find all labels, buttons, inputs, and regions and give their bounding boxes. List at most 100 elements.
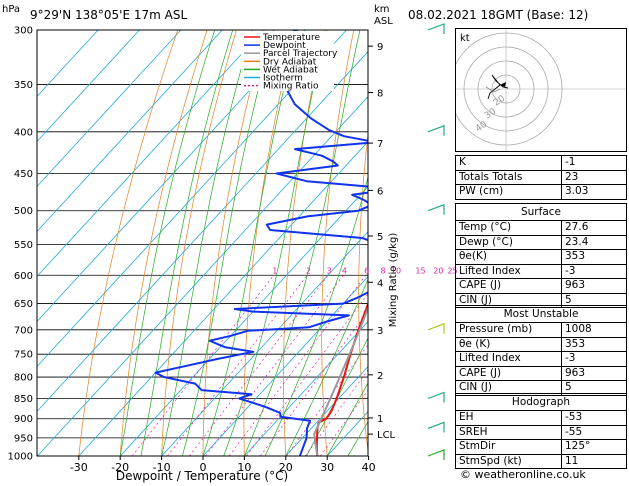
- mixing-ratio-line: [320, 389, 368, 456]
- isotherm-line: [78, 141, 368, 456]
- surface-li-value: -3: [561, 263, 627, 279]
- totals-totals-label: Totals Totals: [455, 169, 562, 185]
- sreh-label: SREH: [455, 424, 562, 440]
- altitude-tick-label: 2: [377, 371, 383, 382]
- mu-li-label: Lifted Index: [455, 351, 562, 367]
- wind-barb-icon: [427, 203, 445, 215]
- altitude-tick-label: 5: [377, 232, 383, 243]
- isotherm-line: [37, 30, 306, 323]
- isotherm-line: [285, 366, 368, 456]
- wet-adiabat-line: [326, 382, 368, 456]
- wind-barb-icon: [427, 23, 445, 34]
- isotherm-line: [37, 30, 264, 278]
- hodograph-panel: kt 40 30 20: [449, 28, 627, 152]
- isotherm-line: [202, 276, 368, 456]
- hodograph-title: Hodograph: [455, 393, 627, 411]
- mixing-ratio-label: 1: [272, 266, 277, 275]
- dry-adiabat-line: [202, 30, 267, 456]
- hodo-ring-label: 30: [483, 107, 498, 122]
- pressure-tick-label: 900: [14, 414, 33, 425]
- mu-theta-label: θe (K): [455, 336, 562, 352]
- legend-entry: Parcel Trajectory: [263, 49, 338, 59]
- mixing-ratio-line: [246, 293, 368, 456]
- isotherm-line: [37, 30, 347, 368]
- stmdir-value: 125°: [561, 439, 627, 455]
- storm-motion-arrow-icon: [500, 82, 506, 87]
- mixing-ratio-label: 6: [364, 266, 369, 275]
- temperature-tick-label: 40: [362, 461, 376, 474]
- totals-totals-value: 23: [561, 169, 627, 185]
- isotherm-line: [37, 51, 368, 413]
- altitude-tick-label: LCL: [377, 430, 396, 441]
- x-axis-title: Dewpoint / Temperature (°C): [116, 469, 288, 483]
- most-unstable-table: Most Unstable Pressure (mb) 1008 θe (K) 35…: [455, 305, 627, 396]
- sreh-value: -55: [561, 424, 627, 440]
- dry-adiabat-line: [161, 30, 237, 456]
- altitude-tick-label: 6: [377, 186, 383, 197]
- mixing-ratio-label: 20: [433, 266, 443, 275]
- mixing-ratio-line: [260, 310, 368, 456]
- pressure-tick-label: 500: [14, 206, 33, 217]
- surface-cape-label: CAPE (J): [455, 278, 562, 294]
- legend-entry: Mixing Ratio: [263, 82, 319, 92]
- dry-adiabat-line: [429, 30, 451, 456]
- k-index-label: K: [455, 155, 562, 171]
- pw-value: 3.03: [561, 184, 627, 200]
- mixing-ratio-label: 4: [342, 266, 347, 275]
- dry-adiabat-line: [358, 131, 368, 454]
- mixing-ratio-label: 2: [306, 266, 311, 275]
- hodograph-trace-upper: [485, 86, 501, 93]
- mu-cape-value: 963: [561, 365, 627, 381]
- wet-adiabat-line: [161, 30, 253, 456]
- wind-barb-icon: [427, 449, 445, 460]
- stmspd-label: StmSpd (kt): [455, 453, 562, 469]
- temperature-tick-label: 20: [279, 461, 293, 474]
- altitude-tick-label: 7: [377, 139, 383, 150]
- surface-theta-label: θe(K): [455, 249, 562, 265]
- isotherm-line: [119, 186, 368, 456]
- pressure-tick-label: 700: [14, 325, 33, 336]
- wet-adiabat-line: [140, 30, 234, 456]
- isotherm-line: [244, 321, 368, 456]
- pressure-tick-label: 750: [14, 350, 33, 361]
- hodo-ring-label: 20: [492, 94, 507, 109]
- altitude-tick-label: 8: [377, 89, 383, 100]
- temperature-tick-label: -30: [70, 461, 88, 474]
- dry-adiabat-line: [78, 30, 179, 456]
- pressure-tick-label: 650: [14, 299, 33, 310]
- most-unstable-title: Most Unstable: [455, 305, 627, 323]
- asl-label: ASL: [374, 16, 393, 27]
- isotherm-line: [161, 231, 368, 456]
- isotherm-line: [37, 30, 140, 143]
- mu-li-value: -3: [561, 351, 627, 367]
- hodograph-unit-label: kt: [460, 33, 470, 44]
- stmspd-value: 11: [561, 453, 627, 469]
- surface-li-label: Lifted Index: [455, 263, 562, 279]
- wet-adiabat-line: [202, 30, 299, 456]
- surface-table: Surface Temp (°C) 27.6 Dewp (°C) 23.4 θe(K…: [455, 203, 627, 308]
- parcel-trajectory-profile: [313, 305, 368, 456]
- pressure-tick-label: 450: [14, 169, 33, 180]
- legend-entry: Isotherm: [263, 74, 303, 84]
- altitude-tick-label: 9: [377, 42, 383, 53]
- wet-adiabat-line: [181, 30, 274, 456]
- pressure-tick-label: 400: [14, 127, 33, 138]
- temperature-tick-label: 0: [200, 461, 207, 474]
- pressure-tick-label: 600: [14, 271, 33, 282]
- isotherm-line: [37, 30, 182, 188]
- surface-cin-label: CIN (J): [455, 292, 562, 308]
- hpa-label: hPa: [2, 4, 21, 15]
- wet-adiabat-line: [285, 278, 368, 456]
- surface-cape-value: 963: [561, 278, 627, 294]
- pressure-tick-label: 1000: [8, 452, 33, 463]
- mu-theta-value: 353: [561, 336, 627, 352]
- dry-adiabat-line: [119, 30, 208, 456]
- pressure-tick-label: 550: [14, 240, 33, 251]
- pressure-tick-label: 300: [14, 26, 33, 37]
- mixing-ratio-label: 3: [327, 266, 332, 275]
- km-label: km: [374, 4, 390, 15]
- wet-adiabat-line: [119, 30, 216, 456]
- wind-barb-icon: [427, 391, 445, 403]
- mixing-ratio-label: 25: [447, 266, 457, 275]
